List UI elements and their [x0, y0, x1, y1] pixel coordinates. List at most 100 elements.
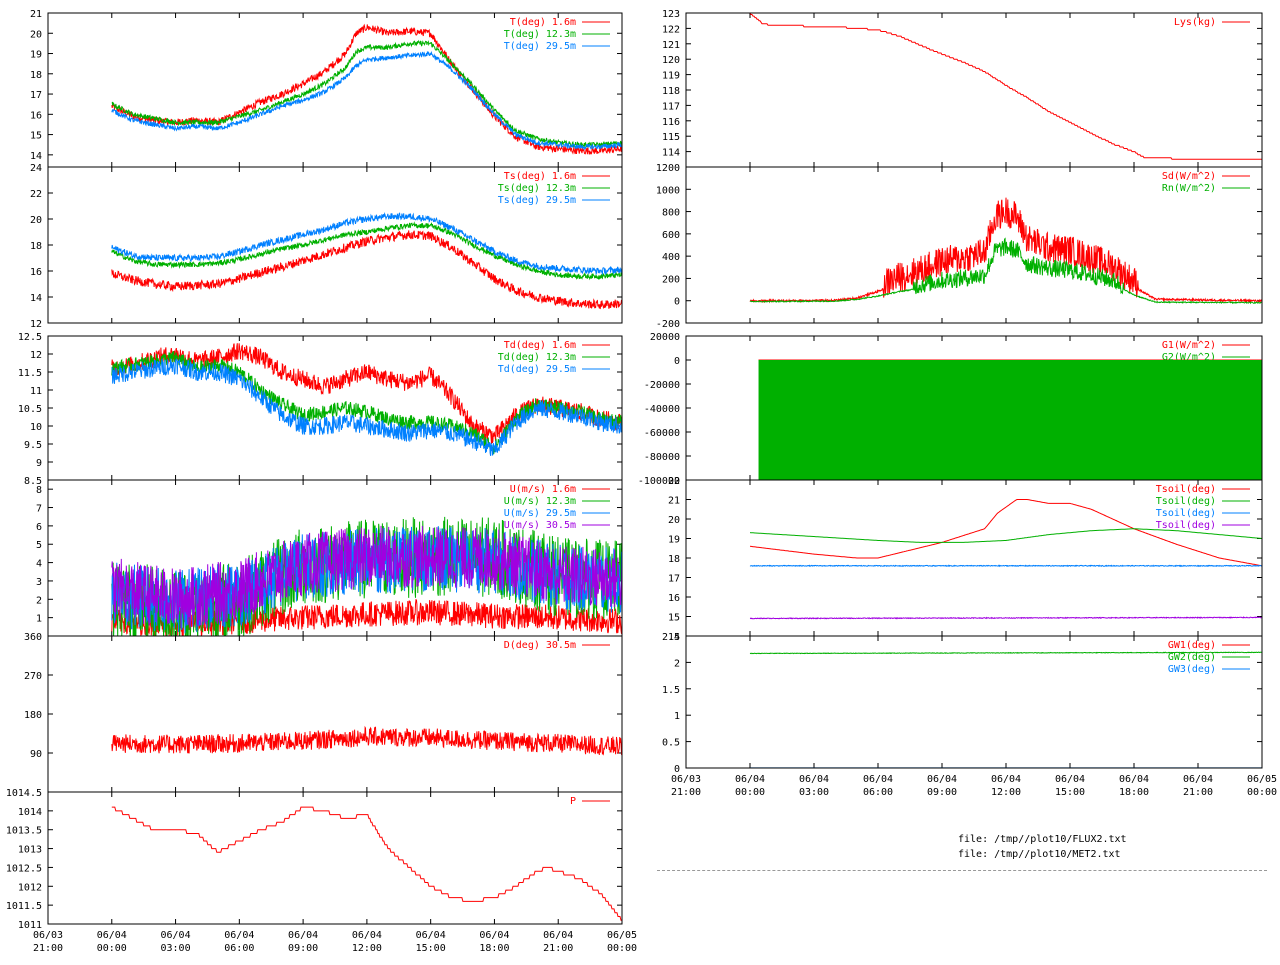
x-tick-time-label: 12:00 [352, 943, 382, 954]
y-tick-label: 20 [668, 515, 680, 526]
x-tick-time-label: 03:00 [799, 787, 829, 798]
y-tick-label: 3 [36, 577, 42, 588]
x-tick-date-label: 06/04 [479, 930, 509, 941]
x-tick-date-label: 06/04 [97, 930, 127, 941]
y-tick-label: 0 [674, 297, 680, 308]
legend-label: T(deg) 1.6m [510, 17, 576, 28]
x-tick-time-label: 21:00 [671, 787, 701, 798]
x-tick-time-label: 12:00 [991, 787, 1021, 798]
y-tick-label: 9.5 [24, 440, 42, 451]
x-tick-date-label: 06/03 [33, 930, 63, 941]
series-line-td-0 [111, 343, 622, 445]
y-tick-label: 180 [24, 710, 42, 721]
x-tick-time-label: 06:00 [863, 787, 893, 798]
legend-label: Tsoil(deg) [1156, 484, 1216, 495]
series-line-td-2 [111, 357, 622, 456]
y-tick-label: 8 [36, 485, 42, 496]
y-tick-label: 4 [36, 559, 42, 570]
y-tick-label: 20 [30, 215, 42, 226]
panel-tsoil: 141516171819202122Tsoil(deg)Tsoil(deg)Ts… [668, 476, 1263, 643]
panel-series-group [749, 197, 1262, 305]
panel-series-group [758, 359, 1262, 480]
series-line-tsoil-3 [749, 616, 1262, 620]
x-tick-date-label: 06/04 [543, 930, 573, 941]
legend-label: Rn(W/m^2) [1162, 183, 1216, 194]
legend-label: Td(deg) 29.5m [498, 364, 576, 375]
y-tick-label: 15 [668, 613, 680, 624]
time-axis-right: 06/03 21:00 06/04 00:00 06/04 03:00 06/04 06:00… [671, 774, 1277, 798]
y-tick-label: 18 [668, 554, 680, 565]
y-tick-label: 360 [24, 632, 42, 643]
y-tick-label: 1011 [18, 920, 42, 931]
y-tick-label: 5 [36, 540, 42, 551]
y-tick-label: -80000 [644, 452, 680, 463]
x-tick-time-label: 09:00 [927, 787, 957, 798]
panel-series-group [111, 343, 622, 456]
y-tick-label: 119 [662, 71, 680, 82]
x-tick-date-label: 06/05 [1247, 774, 1277, 785]
y-tick-label: 1012.5 [6, 863, 42, 874]
x-tick-time-label: 18:00 [1119, 787, 1149, 798]
y-tick-label: 1014 [18, 807, 42, 818]
x-tick-time-label: 15:00 [1055, 787, 1085, 798]
y-tick-label: 14 [30, 151, 42, 162]
panel-d: 90 180 270 360 D(deg) 30.5m [24, 632, 623, 793]
y-tick-label: 15 [30, 131, 42, 142]
y-tick-label: 6 [36, 522, 42, 533]
y-tick-label: 9 [36, 458, 42, 469]
panel-frame [685, 12, 1263, 168]
x-tick-time-label: 18:00 [479, 943, 509, 954]
time-axis-left: 06/03 21:00 06/04 00:00 06/04 03:00 06/04 06:00… [33, 930, 637, 954]
y-tick-label: 800 [662, 208, 680, 219]
y-tick-label: 90 [30, 749, 42, 760]
panel-t: 14 15 16 17 18 19 20 21 T(deg) 1.6mT(deg) 12.3mT… [30, 9, 623, 168]
y-tick-label: 19 [668, 535, 680, 546]
y-tick-label: 14 [668, 632, 680, 643]
file-name-flux: file: /tmp//plot10/FLUX2.txt [958, 834, 1127, 845]
x-tick-time-label: 00:00 [735, 787, 765, 798]
x-tick-date-label: 06/04 [799, 774, 829, 785]
panel-series-group [111, 23, 622, 156]
x-tick-date-label: 06/04 [735, 774, 765, 785]
y-tick-label: 22 [30, 189, 42, 200]
series-line-tsoil-0 [749, 499, 1262, 567]
y-tick-label: 400 [662, 252, 680, 263]
series-line-t-1 [111, 39, 622, 149]
y-tick-label: 2.5 [662, 632, 680, 643]
y-tick-label: 1.5 [662, 685, 680, 696]
legend-label: U(m/s) 30.5m [504, 520, 576, 531]
legend-label: Ts(deg) 1.6m [504, 171, 576, 182]
y-tick-label: 12 [30, 350, 42, 361]
y-tick-label: 1011.5 [6, 901, 42, 912]
legend-label: U(m/s) 1.6m [510, 484, 576, 495]
legend-label: Tsoil(deg) [1156, 496, 1216, 507]
y-tick-label: 123 [662, 9, 680, 20]
x-tick-date-label: 06/04 [991, 774, 1021, 785]
panel-series-group [111, 725, 622, 756]
legend-label: Ts(deg) 29.5m [498, 195, 576, 206]
legend-label: Tsoil(deg) [1156, 508, 1216, 519]
legend-label: P [570, 796, 576, 807]
y-tick-label: 2 [674, 658, 680, 669]
series-line-p-0 [111, 806, 622, 921]
panel-frame [47, 166, 623, 324]
series-area-g-1 [758, 360, 1262, 480]
x-tick-time-label: 21:00 [1183, 787, 1213, 798]
y-tick-label: 0 [674, 356, 680, 367]
y-tick-label: 115 [662, 132, 680, 143]
y-tick-label: 118 [662, 86, 680, 97]
y-tick-label: 121 [662, 40, 680, 51]
x-tick-date-label: 06/05 [607, 930, 637, 941]
y-tick-label: 1013 [18, 845, 42, 856]
y-tick-label: 24 [30, 163, 42, 174]
legend-label: Td(deg) 1.6m [504, 340, 576, 351]
legend-label: Lys(kg) [1174, 17, 1216, 28]
y-tick-label: 116 [662, 117, 680, 128]
legend-label: D(deg) 30.5m [504, 640, 576, 651]
y-tick-label: 114 [662, 148, 680, 159]
panel-series-group [111, 516, 622, 636]
y-tick-label: -60000 [644, 428, 680, 439]
series-line-tsoil-2 [749, 564, 1262, 568]
y-tick-label: 200 [662, 274, 680, 285]
